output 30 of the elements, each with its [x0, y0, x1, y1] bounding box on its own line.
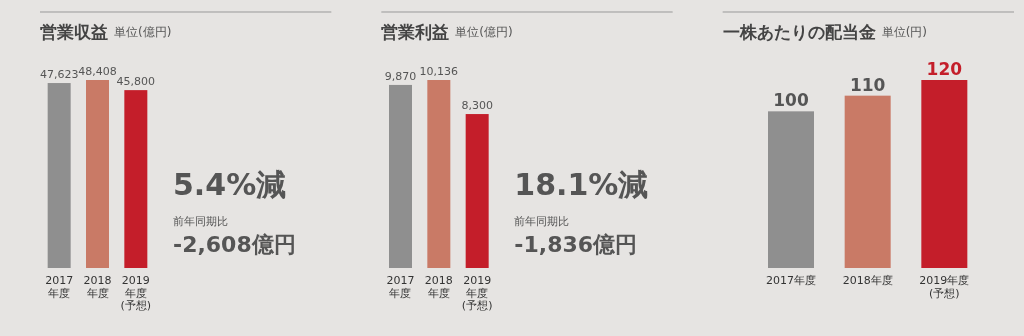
chart-subtitle: 単位(億円): [114, 25, 172, 39]
text: 前年同期比: [173, 215, 228, 228]
x-tick-label: 2019年度 (予想): [919, 274, 970, 300]
text: 18.1%減: [514, 167, 649, 202]
chart-subtitle: 単位(円): [881, 25, 928, 39]
x-tick-label: 2019 年度 (予想): [120, 274, 152, 313]
text: 5.4%減: [173, 167, 287, 202]
chart-subtitle: 単位(億円): [455, 25, 513, 39]
data-label: 9,870: [384, 69, 417, 83]
text: -1,836億円: [514, 232, 638, 257]
x-tick-label: 2017 年度: [386, 274, 415, 300]
data-label: 100: [773, 90, 809, 111]
data-label: 10,136: [419, 65, 459, 78]
chart-title: 一株あたりの配当金: [722, 22, 876, 42]
data-label: 120: [926, 59, 963, 79]
data-label: 45,800: [116, 75, 156, 89]
x-tick-label: 2017 年度: [45, 274, 74, 300]
x-tick-label: 2019 年度 (予想): [461, 274, 493, 313]
text: 前年同期比: [514, 215, 570, 228]
x-tick-label: 2018 年度: [424, 274, 453, 300]
x-tick-label: 2018年度: [842, 274, 893, 287]
data-label: 8,300: [461, 99, 493, 113]
data-label: 47,623: [39, 68, 79, 82]
chart-title: 営業利益: [381, 22, 450, 42]
text: -2,608億円: [173, 232, 296, 257]
data-label: 110: [849, 74, 886, 95]
chart-title: 営業収益: [40, 22, 108, 42]
x-tick-label: 2017年度: [766, 274, 816, 287]
data-label: 48,408: [78, 65, 117, 78]
x-tick-label: 2018 年度: [83, 274, 112, 300]
